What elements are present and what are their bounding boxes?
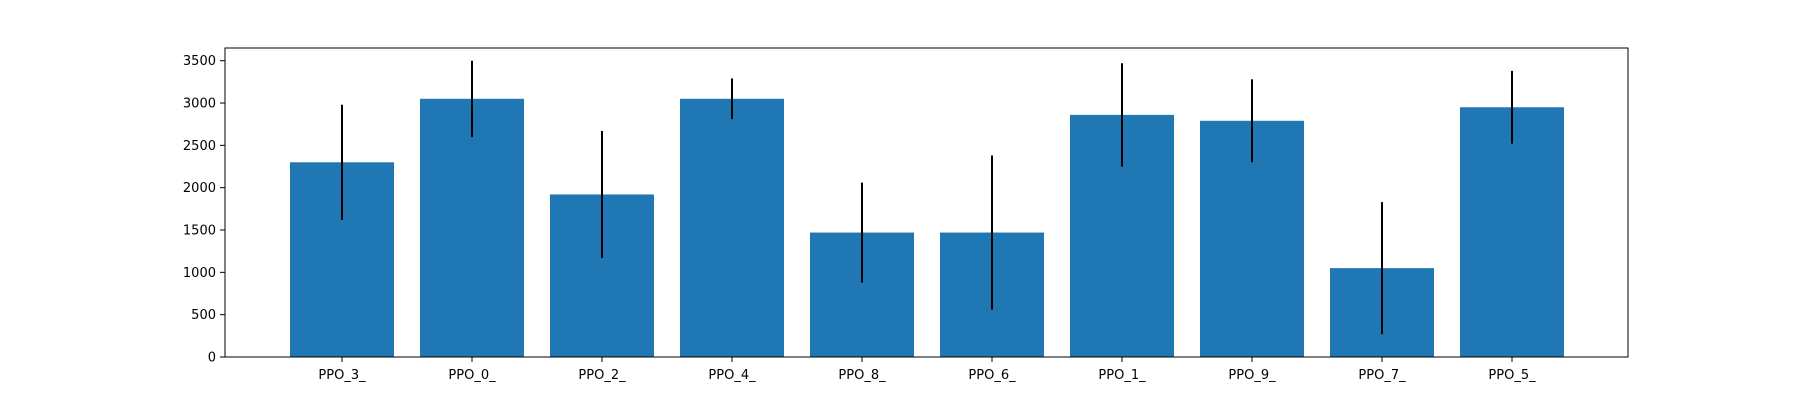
x-tick-label: PPO_9_ bbox=[1228, 368, 1276, 383]
x-tick-label: PPO_4_ bbox=[708, 368, 756, 383]
y-tick-label: 2000 bbox=[183, 181, 216, 196]
x-tick-label: PPO_3_ bbox=[318, 368, 366, 383]
x-tick-label: PPO_6_ bbox=[968, 368, 1016, 383]
y-tick-label: 500 bbox=[191, 308, 216, 323]
plot-frame bbox=[224, 47, 1629, 358]
bar-ppo-5 bbox=[1460, 107, 1564, 357]
x-tick-label: PPO_7_ bbox=[1358, 368, 1406, 383]
x-tick-label: PPO_2_ bbox=[578, 368, 626, 383]
y-tick-label: 3000 bbox=[183, 97, 216, 112]
y-tick-label: 1500 bbox=[183, 224, 216, 239]
x-tick-label: PPO_0_ bbox=[448, 368, 496, 383]
y-tick-label: 2500 bbox=[183, 139, 216, 154]
y-tick-label: 3500 bbox=[183, 54, 216, 69]
error-bars-layer bbox=[341, 60, 1513, 335]
x-tick-label: PPO_1_ bbox=[1098, 368, 1146, 383]
bar-ppo-4 bbox=[680, 98, 784, 357]
x-tick-label: PPO_8_ bbox=[838, 368, 886, 383]
y-tick-label: 0 bbox=[208, 351, 216, 366]
bars-layer bbox=[290, 98, 1564, 357]
bar-ppo-0 bbox=[420, 98, 524, 357]
y-axis: 0 500 1000 1500 2000 2500 3000 3500 bbox=[183, 54, 225, 366]
x-tick-label: PPO_5_ bbox=[1488, 368, 1536, 383]
x-axis: PPO_3_ PPO_0_ PPO_2_ PPO_4_ PPO_8_ PPO_6_ PPO_… bbox=[318, 357, 1536, 383]
y-tick-label: 1000 bbox=[183, 266, 216, 281]
